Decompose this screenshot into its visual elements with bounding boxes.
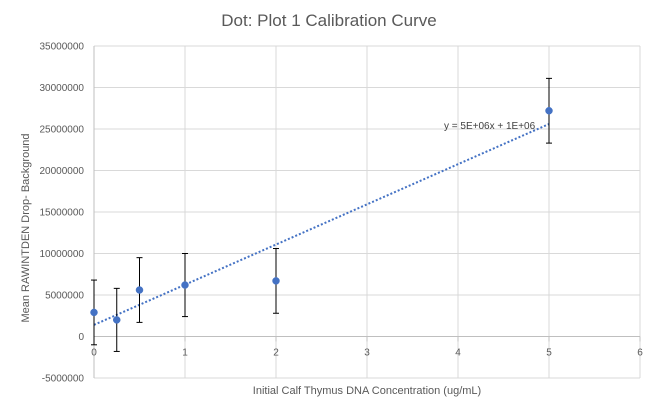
trendline-group: [93, 123, 550, 326]
tick-labels: -5000000 0 5000000 10000000 15000000 20000000…: [40, 42, 644, 385]
y-tick-label: 5000000: [45, 291, 84, 302]
data-point: [545, 106, 553, 115]
y-axis-title: Mean RAWINTDEN Drop- Background: [20, 133, 32, 322]
y-tick-label: 25000000: [40, 125, 85, 136]
y-tick-label: 15000000: [40, 208, 85, 219]
x-tick-label: 2: [273, 348, 279, 359]
data-point: [135, 286, 144, 294]
y-tick-label: 35000000: [40, 42, 85, 53]
x-tick-label: 6: [637, 348, 643, 359]
y-tick-label: 30000000: [40, 83, 85, 94]
y-tick-label: 20000000: [40, 166, 85, 177]
x-tick-label: 1: [182, 348, 188, 359]
trendline: [93, 123, 550, 326]
y-tick-label: -5000000: [42, 374, 85, 385]
y-tick-label: 10000000: [40, 249, 85, 260]
chart-title: Dot: Plot 1 Calibration Curve: [221, 11, 436, 30]
x-tick-label: 4: [455, 348, 461, 359]
data-point: [113, 316, 121, 324]
x-tick-label: 3: [364, 348, 370, 359]
data-point: [181, 281, 189, 289]
data-point: [90, 308, 98, 317]
x-tick-label: 0: [91, 348, 97, 359]
gridlines: [94, 45, 641, 379]
error-bars: [91, 77, 552, 352]
x-tick-label: 5: [546, 348, 552, 359]
y-tick-label: 0: [78, 332, 84, 343]
trendline-equation: y = 5E+06x + 1E+06: [444, 121, 536, 132]
data-point: [272, 277, 280, 285]
data-points: [90, 106, 553, 324]
x-axis-title: Initial Calf Thymus DNA Concentration (u…: [253, 385, 481, 397]
